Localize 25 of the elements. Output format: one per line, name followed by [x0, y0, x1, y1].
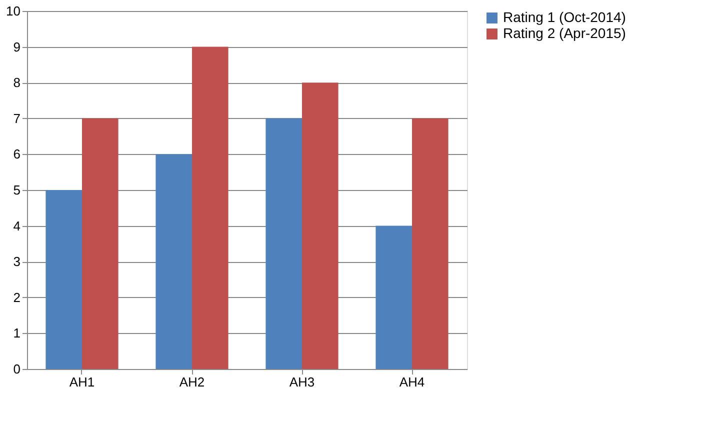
- bar: [266, 118, 302, 369]
- y-tick-label: 1: [13, 326, 20, 341]
- bar: [412, 118, 448, 369]
- y-tick-label: 6: [13, 146, 20, 162]
- x-tick-label: AH4: [399, 374, 425, 390]
- legend-label: Rating 2 (Apr-2015): [503, 25, 626, 41]
- bar: [376, 226, 412, 369]
- y-tick-label: 3: [13, 254, 20, 270]
- y-tick-label: 10: [6, 4, 20, 18]
- y-tick-label: 8: [13, 75, 20, 90]
- x-tick-label: AH3: [289, 374, 315, 390]
- bar: [82, 118, 118, 369]
- x-tick-label: AH2: [179, 374, 205, 390]
- bar: [192, 46, 228, 369]
- y-tick-label: 5: [13, 182, 20, 198]
- bar: [156, 154, 192, 369]
- y-tick-label: 4: [13, 218, 20, 234]
- y-tick-label: 7: [13, 110, 20, 126]
- bar: [302, 82, 338, 369]
- x-tick-label: AH1: [69, 374, 95, 390]
- y-tick-label: 2: [13, 290, 20, 305]
- y-tick-label: 0: [13, 362, 20, 376]
- bar: [46, 190, 82, 369]
- y-tick-label: 9: [13, 39, 20, 54]
- legend-label: Rating 1 (Oct-2014): [503, 9, 626, 25]
